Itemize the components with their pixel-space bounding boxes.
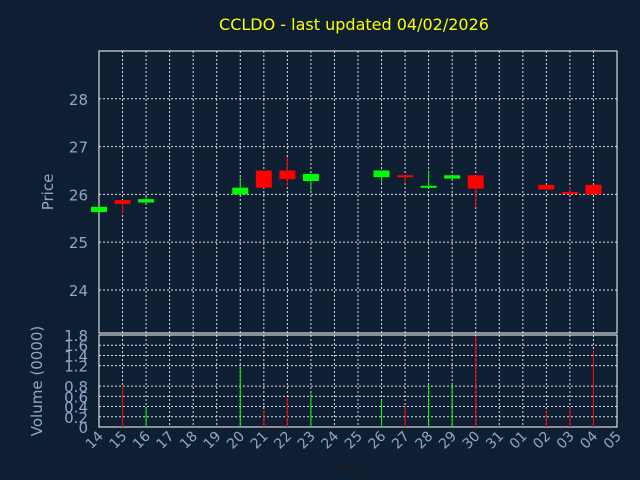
x-tick-label: 30 — [460, 429, 484, 453]
x-tick-label: 31 — [483, 429, 507, 453]
volume-tick-label: 0.4 — [64, 399, 88, 417]
x-tick-label: 01 — [507, 429, 531, 453]
price-tick-label: 26 — [69, 186, 88, 204]
volume-tick-label: 1.6 — [64, 337, 88, 355]
price-axis-label: Price — [39, 174, 57, 211]
price-tick-label: 24 — [69, 282, 88, 300]
x-tick-label: 16 — [130, 428, 154, 452]
candle-body — [420, 185, 437, 188]
price-tick-label: 25 — [69, 234, 88, 252]
x-tick-label: 22 — [271, 429, 295, 453]
volume-tick-label: 0.2 — [64, 409, 88, 427]
x-tick-label: 24 — [318, 428, 342, 452]
volume-plot-frame — [98, 334, 618, 428]
x-tick-label: 02 — [530, 429, 554, 453]
candle-body — [397, 175, 414, 178]
x-tick-label: 05 — [601, 429, 625, 453]
candle-body — [585, 184, 602, 195]
volume-tick-label: 0 — [78, 419, 88, 437]
x-tick-label: 26 — [365, 428, 389, 452]
x-tick-label: 21 — [248, 429, 272, 453]
x-tick-label: 19 — [201, 429, 225, 453]
candle-body — [138, 199, 155, 203]
x-tick-label: 23 — [295, 429, 319, 453]
x-tick-label: 17 — [154, 429, 178, 453]
volume-tick-label: 0.8 — [64, 378, 88, 396]
price-tick-label: 28 — [69, 91, 88, 109]
price-tick-label: 27 — [69, 139, 88, 157]
chart-title: CCLDO - last updated 04/02/2026 — [219, 15, 489, 34]
x-tick-label: 04 — [577, 428, 601, 452]
candle-body — [444, 175, 461, 179]
volume-tick-label: 0.6 — [64, 388, 88, 406]
x-axis-label: Day — [334, 460, 362, 476]
volume-tick-label: 1.8 — [64, 327, 88, 345]
x-tick-label: 27 — [389, 429, 413, 453]
x-tick-label: 29 — [436, 429, 460, 453]
volume-axis-label: Volume (0000) — [28, 326, 46, 436]
candle-body — [467, 175, 484, 189]
x-tick-label: 15 — [106, 429, 130, 453]
x-tick-label: 03 — [554, 429, 578, 453]
candle-body — [279, 170, 296, 180]
volume-panel: 00.20.40.60.81.21.41.61.814 15 16 17 18 19 20 2… — [64, 327, 625, 452]
candle-body — [232, 187, 249, 195]
candle-body — [538, 184, 555, 190]
x-tick-label: 18 — [177, 429, 201, 453]
x-tick-label: 20 — [224, 429, 248, 453]
volume-tick-label: 1.2 — [64, 358, 88, 376]
candle-body — [302, 173, 319, 182]
candle-body — [373, 170, 390, 178]
x-tick-label: 28 — [413, 429, 437, 453]
price-panel: 24 25 26 27 28 — [69, 50, 618, 334]
candle-body — [561, 192, 578, 194]
candle-body — [114, 200, 131, 204]
candle-body — [91, 206, 107, 213]
x-tick-label: 25 — [342, 429, 366, 453]
volume-tick-label: 1.4 — [64, 347, 88, 365]
candle-body — [255, 170, 272, 188]
